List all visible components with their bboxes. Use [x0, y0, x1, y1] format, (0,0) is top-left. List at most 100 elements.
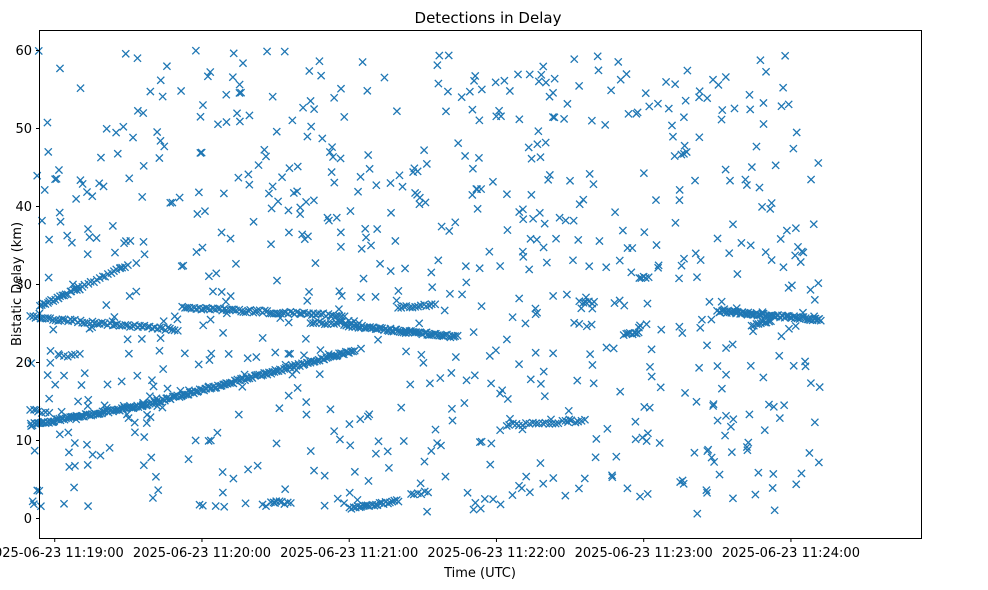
scatter-point: [277, 173, 287, 182]
scatter-point: [376, 259, 385, 268]
scatter-point: [70, 438, 79, 448]
scatter-point: [480, 494, 489, 503]
scatter-point: [470, 76, 479, 85]
track-point: [545, 419, 554, 428]
scatter-point: [549, 349, 558, 358]
scatter-point: [623, 243, 632, 253]
scatter-point: [200, 207, 210, 216]
scatter-point: [27, 359, 36, 368]
scatter-point: [518, 205, 527, 214]
scatter-point: [110, 312, 119, 322]
scatter-point: [580, 474, 589, 483]
track-point: [41, 299, 50, 309]
track-point: [244, 306, 253, 315]
scatter-point: [231, 259, 241, 268]
track-point: [422, 302, 431, 311]
scatter-point: [670, 152, 679, 161]
scatter-point: [589, 180, 598, 189]
scatter-point: [589, 379, 598, 388]
scatter-point: [533, 140, 542, 149]
track-point: [86, 277, 95, 286]
scatter-point: [284, 318, 293, 327]
scatter-point: [722, 370, 731, 379]
scatter-point: [496, 500, 505, 509]
scatter-point: [121, 237, 130, 246]
track-point: [225, 378, 235, 388]
scatter-point: [635, 492, 645, 501]
track-point: [275, 497, 284, 506]
scatter-point: [779, 83, 788, 92]
scatter-point: [691, 249, 700, 258]
track-point: [260, 306, 269, 315]
scatter-point: [454, 139, 463, 148]
scatter-point: [67, 238, 76, 247]
scatter-point: [601, 120, 610, 129]
scatter-point: [742, 442, 751, 452]
scatter-point: [82, 440, 92, 449]
scatter-point: [151, 472, 160, 481]
scatter-point: [526, 234, 535, 243]
scatter-point: [532, 235, 541, 244]
track-point: [414, 328, 423, 337]
scatter-point: [729, 415, 738, 424]
scatter-point: [441, 472, 450, 481]
scatter-point: [540, 392, 549, 401]
scatter-point: [365, 164, 374, 173]
scatter-point: [363, 86, 372, 95]
scatter-point: [561, 491, 570, 500]
scatter-point: [433, 61, 442, 70]
track-point: [121, 320, 130, 330]
scatter-point: [316, 346, 325, 355]
y-tick-label: 50: [15, 122, 32, 137]
track-point: [45, 408, 54, 417]
scatter-point: [304, 287, 314, 296]
scatter-point: [730, 104, 739, 113]
scatter-point: [102, 300, 111, 310]
scatter-point: [610, 299, 619, 308]
track-point: [799, 312, 808, 322]
scatter-point: [527, 154, 536, 163]
scatter-point: [612, 452, 621, 461]
scatter-point: [222, 309, 231, 318]
track-point: [329, 319, 339, 329]
scatter-point: [345, 420, 354, 429]
scatter-point: [575, 200, 584, 209]
track-point: [765, 317, 774, 326]
scatter-point: [74, 397, 83, 406]
scatter-point: [427, 268, 436, 277]
track-point: [202, 303, 211, 312]
scatter-point: [224, 349, 233, 358]
scatter-point: [219, 328, 228, 337]
scatter-point: [759, 373, 768, 382]
scatter-point: [371, 449, 380, 458]
scatter-point: [158, 92, 167, 101]
scatter-point: [177, 86, 186, 96]
scatter-point: [392, 107, 401, 116]
scatter-point: [521, 319, 530, 328]
track-point: [338, 349, 347, 358]
scatter-point: [680, 388, 690, 397]
scatter-point: [267, 204, 276, 213]
scatter-point: [814, 158, 823, 168]
scatter-point: [527, 190, 536, 199]
scatter-point: [789, 144, 798, 153]
scatter-point: [356, 293, 366, 302]
scatter-point: [545, 170, 554, 180]
scatter-point: [137, 334, 146, 343]
scatter-point: [123, 335, 132, 344]
track-point: [330, 351, 339, 360]
scatter-point: [206, 315, 215, 324]
scatter-point: [155, 346, 164, 355]
scatter-point: [475, 264, 484, 273]
scatter-point: [474, 153, 484, 162]
scatter-point: [620, 301, 629, 310]
scatter-point: [440, 306, 449, 315]
scatter-point: [640, 228, 649, 237]
scatter-point: [179, 261, 188, 270]
scatter-point: [411, 188, 420, 198]
scatter-point: [653, 99, 663, 108]
scatter-point: [168, 198, 177, 207]
scatter-point: [754, 468, 763, 477]
track-point: [816, 316, 825, 325]
scatter-point: [593, 52, 602, 61]
